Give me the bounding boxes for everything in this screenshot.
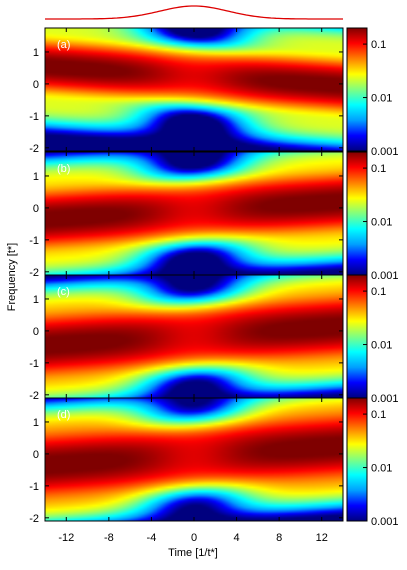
y-tick-label: 0	[33, 203, 39, 215]
y-tick-label: 1	[33, 171, 39, 183]
x-tick-label: 0	[191, 532, 197, 544]
colorbar	[346, 274, 368, 399]
colorbar-tick-label: 0.01	[371, 93, 392, 105]
colorbar	[346, 151, 368, 276]
colorbar-tick-label: 0.01	[371, 217, 392, 229]
y-tick-label: -1	[29, 358, 39, 370]
colorbar-tick-label: 0.1	[371, 39, 386, 51]
panels-group: (a) -2 -1 0 1 0.001 0.01 0.1 (b) -2 -1 0 1 0.001 0.01 0…	[29, 27, 399, 528]
panel-label: (c)	[57, 286, 70, 298]
colorbar-tick-label: 0.1	[371, 409, 386, 421]
panel-label: (d)	[57, 409, 70, 421]
panel-label: (a)	[57, 39, 70, 51]
y-tick-label: -2	[29, 513, 39, 525]
y-tick-label: 1	[33, 294, 39, 306]
y-tick-label: 0	[33, 449, 39, 461]
y-tick-label: 1	[33, 47, 39, 59]
heatmap-image	[45, 275, 343, 398]
panel: (c) -2 -1 0 1 0.001 0.01 0.1	[29, 274, 399, 405]
colorbar-tick-label: 0.1	[371, 163, 386, 175]
colorbar-tick-label: 0.001	[371, 516, 399, 528]
colorbar-tick-label: 0.1	[371, 286, 386, 298]
y-axis-label: Frequency [t*]	[6, 243, 18, 311]
panel-label: (b)	[57, 163, 70, 175]
x-tick-label: 12	[316, 532, 328, 544]
colorbar	[346, 397, 368, 522]
y-tick-label: -1	[29, 111, 39, 123]
y-tick-label: -2	[29, 267, 39, 279]
colorbar	[346, 27, 368, 152]
x-tick-label: 8	[276, 532, 282, 544]
x-axis: -12 -8 -4 0 4 8 12	[58, 532, 328, 544]
heatmap-image	[45, 398, 343, 521]
x-tick-label: -12	[58, 532, 74, 544]
x-tick-label: -8	[104, 532, 114, 544]
colorbar-tick-label: 0.001	[371, 393, 399, 405]
y-tick-label: -2	[29, 390, 39, 402]
y-tick-label: 0	[33, 326, 39, 338]
panel: (a) -2 -1 0 1 0.001 0.01 0.1	[29, 27, 399, 158]
pulse-curve-group	[45, 5, 343, 20]
x-axis-label: Time [1/t*]	[168, 547, 218, 559]
colorbar-tick-label: 0.01	[371, 463, 392, 475]
panel: (d) -2 -1 0 1 0.001 0.01 0.1	[29, 397, 399, 528]
y-tick-label: 0	[33, 79, 39, 91]
colorbar-tick-label: 0.001	[371, 270, 399, 282]
y-tick-label: -1	[29, 481, 39, 493]
colorbar-tick-label: 0.001	[371, 146, 399, 158]
panel: (b) -2 -1 0 1 0.001 0.01 0.1	[29, 151, 399, 282]
y-tick-label: -1	[29, 235, 39, 247]
x-tick-label: 4	[234, 532, 240, 544]
y-tick-label: 1	[33, 417, 39, 429]
x-tick-label: -4	[147, 532, 157, 544]
heatmap-image	[45, 152, 343, 275]
pulse-curve	[45, 5, 343, 20]
colorbar-tick-label: 0.01	[371, 340, 392, 352]
y-tick-label: -2	[29, 143, 39, 155]
heatmap-image	[45, 28, 343, 151]
